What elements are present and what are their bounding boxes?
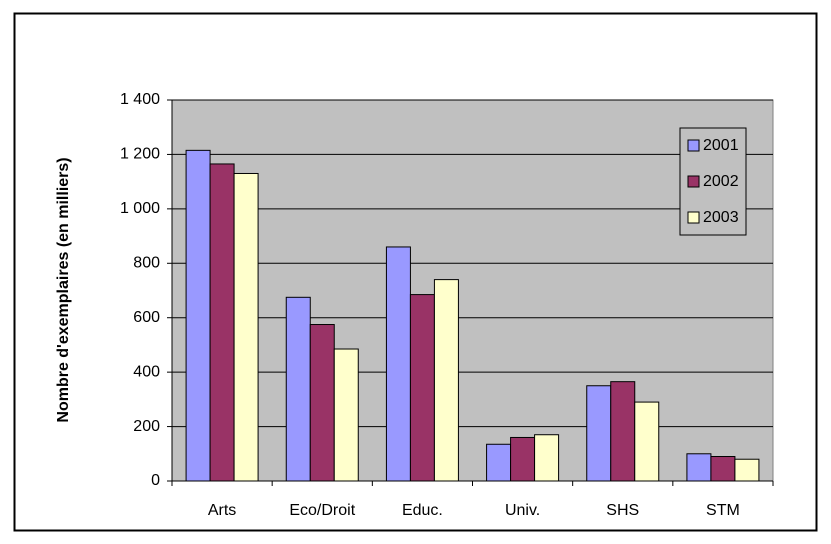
legend-label: 2002 (703, 173, 739, 190)
bar (233, 172, 259, 482)
legend-swatch (687, 211, 700, 224)
bar (433, 279, 459, 482)
bar (734, 458, 760, 482)
bar (409, 294, 435, 482)
y-tick-label: 1 200 (120, 146, 160, 163)
x-tick-label: SHS (606, 502, 639, 519)
x-tick-label: Eco/Droit (289, 502, 355, 519)
bar (285, 296, 311, 482)
legend-label: 2001 (703, 137, 739, 154)
bar (510, 436, 536, 482)
bar (586, 385, 612, 482)
y-tick-label: 1 000 (120, 200, 160, 217)
x-tick-label: Arts (208, 502, 236, 519)
bar (634, 401, 660, 482)
legend-label: 2003 (703, 209, 739, 226)
y-tick-label: 800 (133, 255, 160, 272)
bar (710, 456, 736, 482)
bar (209, 163, 235, 482)
y-tick-label: 400 (133, 363, 160, 380)
x-tick-label: STM (706, 502, 740, 519)
x-tick-label: Educ. (402, 502, 443, 519)
bar (610, 381, 636, 482)
plot-area (171, 99, 774, 482)
bar (185, 149, 211, 482)
x-tick-label: Univ. (505, 502, 540, 519)
bar (486, 443, 512, 482)
legend-swatch (687, 175, 700, 188)
bar (534, 434, 560, 482)
bar (385, 246, 411, 482)
bar (686, 453, 712, 482)
y-tick-label: 200 (133, 418, 160, 435)
y-axis-title: Nombre d'exemplaires (en milliers) (55, 157, 72, 422)
legend-swatch (687, 139, 700, 152)
bar (333, 348, 359, 482)
y-tick-label: 0 (151, 472, 160, 489)
bar (309, 324, 335, 482)
y-tick-label: 600 (133, 309, 160, 326)
y-tick-label: 1 400 (120, 91, 160, 108)
